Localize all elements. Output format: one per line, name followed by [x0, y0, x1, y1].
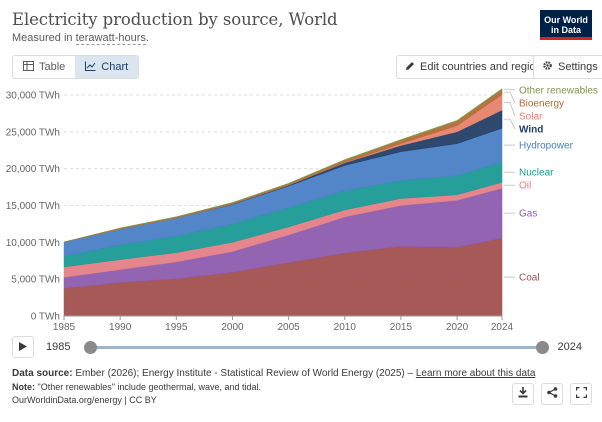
unit-link[interactable]: terawatt-hours — [75, 32, 146, 45]
gear-icon — [542, 60, 553, 74]
chart-note: Note: "Other renewables" include geother… — [12, 382, 261, 392]
settings-button[interactable]: Settings — [533, 55, 602, 79]
legend-label-hydropower: Hydropower — [519, 141, 574, 152]
legend-label-gas: Gas — [519, 209, 537, 220]
play-button[interactable] — [12, 336, 34, 358]
y-tick-label: 20,000 TWh — [6, 164, 60, 175]
tab-chart[interactable]: Chart — [75, 56, 139, 78]
source-text: Ember (2026); Energy Institute - Statist… — [72, 368, 416, 379]
learn-more-link[interactable]: Learn more about this data — [415, 368, 536, 379]
owid-logo[interactable]: Our World in Data — [540, 10, 592, 40]
legend-label-solar: Solar — [519, 112, 543, 123]
timeline: 1985 2024 — [12, 336, 590, 360]
x-tick-label: 2020 — [446, 322, 469, 332]
legend-label-oil: Oil — [519, 181, 531, 192]
edit-countries-label: Edit countries and regions — [420, 61, 548, 73]
x-tick-label: 2024 — [491, 322, 514, 332]
legend-label-wind: Wind — [519, 125, 543, 136]
legend-label-bioenergy: Bioenergy — [519, 99, 564, 110]
logo-stripe — [540, 37, 592, 40]
x-tick-label: 1995 — [165, 322, 188, 332]
download-icon — [518, 385, 528, 403]
share-icon — [546, 385, 558, 403]
legend-connector — [504, 88, 516, 91]
note-label: Note: — [12, 382, 35, 392]
y-tick-label: 0 TWh — [31, 312, 60, 323]
share-button[interactable] — [541, 383, 563, 405]
play-icon — [19, 338, 27, 356]
timeline-start-year: 1985 — [46, 341, 71, 353]
timeline-start-handle[interactable] — [83, 341, 97, 354]
subtitle-prefix: Measured in — [12, 32, 76, 44]
area-other-renewables — [63, 88, 503, 243]
data-source: Data source: Ember (2026); Energy Instit… — [12, 368, 535, 379]
logo-line-2: in Data — [550, 25, 581, 35]
y-tick-label: 30,000 TWh — [6, 91, 60, 102]
x-tick-label: 2010 — [334, 322, 357, 332]
legend-label-coal: Coal — [519, 273, 540, 284]
y-tick-label: 5,000 TWh — [11, 275, 60, 286]
y-tick-label: 10,000 TWh — [6, 238, 60, 249]
tab-chart-label: Chart — [101, 61, 129, 73]
note-text: "Other renewables" include geothermal, w… — [35, 382, 262, 392]
y-tick-label: 15,000 TWh — [6, 201, 60, 212]
legend-label-nuclear: Nuclear — [519, 168, 554, 179]
tab-table[interactable]: Table — [13, 56, 75, 78]
fullscreen-icon — [575, 385, 587, 403]
chart-title: Electricity production by source, World — [12, 10, 338, 29]
fullscreen-button[interactable] — [570, 383, 592, 405]
timeline-track[interactable] — [90, 346, 542, 349]
view-tabs: Table Chart — [12, 55, 140, 79]
chart-icon — [85, 61, 96, 74]
source-label: Data source: — [12, 368, 73, 379]
settings-label: Settings — [558, 61, 598, 73]
edit-countries-button[interactable]: Edit countries and regions — [396, 55, 557, 79]
logo-line-1: Our World — [544, 15, 588, 25]
credit-line: OurWorldinData.org/energy | CC BY — [12, 395, 157, 405]
stacked-area-chart[interactable]: 0 TWh 5,000 TWh 10,000 TWh 15,000 TWh 20,000… — [0, 82, 602, 333]
x-tick-label: 1985 — [53, 322, 76, 332]
x-tick-label: 1990 — [109, 322, 132, 332]
legend-connector — [504, 91, 516, 104]
timeline-end-year: 2024 — [557, 341, 582, 353]
legend-connector — [504, 102, 516, 117]
timeline-end-handle[interactable] — [535, 341, 549, 354]
legend-connector — [504, 118, 516, 130]
download-button[interactable] — [512, 383, 534, 405]
chart-subtitle: Measured in terawatt-hours. — [12, 32, 149, 45]
x-tick-label: 2015 — [390, 322, 413, 332]
table-icon — [23, 60, 34, 74]
subtitle-suffix: . — [145, 32, 149, 44]
y-tick-label: 25,000 TWh — [6, 127, 60, 138]
x-tick-label: 2005 — [277, 322, 300, 332]
pencil-icon — [405, 61, 415, 74]
legend-label-other-renewables: Other renewables — [519, 86, 598, 97]
x-tick-label: 2000 — [221, 322, 244, 332]
tab-table-label: Table — [39, 61, 66, 73]
